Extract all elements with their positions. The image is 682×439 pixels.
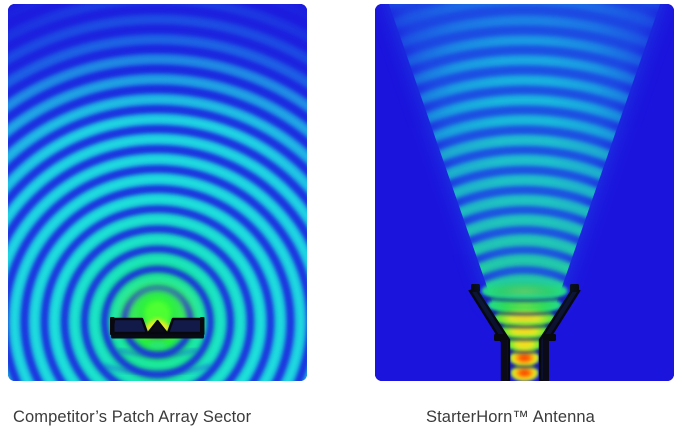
field-plot-competitor (8, 4, 307, 381)
simulation-panel-starterhorn-antenna (375, 4, 674, 381)
throat-flange-right (543, 334, 556, 341)
patch-array-antenna-structure (110, 317, 205, 339)
back-lobe-rings (103, 348, 212, 375)
waveguide-wall-right (543, 340, 549, 381)
simulation-panel-competitor-patch-array (8, 4, 307, 381)
throat-flange-left (494, 334, 507, 341)
top-falloff (8, 4, 307, 124)
end-cap-left (110, 317, 115, 335)
ground-plane-bar (111, 333, 204, 339)
patch-element-left (110, 317, 149, 335)
end-cap-right (200, 317, 205, 335)
feed-hotspot-core (144, 303, 171, 327)
waveguide-wall-left (501, 340, 507, 381)
aperture-lip-left (471, 284, 480, 292)
waveguide-cell-2 (509, 349, 540, 367)
aperture-lip-right (570, 284, 579, 292)
center-feed-v (146, 319, 169, 335)
panel-caption-competitor: Competitor’s Patch Array Sector (13, 408, 252, 426)
panel-caption-starterhorn: StarterHorn™ Antenna (426, 408, 595, 426)
back-lobe-spot (148, 341, 167, 349)
waveguide-cell-3 (510, 364, 539, 381)
beam-edge-spill (375, 4, 674, 381)
patch-element-right (166, 317, 205, 335)
field-plot-starterhorn (375, 4, 674, 381)
aperture-cell-1 (481, 280, 568, 302)
horn-structure (468, 284, 581, 381)
